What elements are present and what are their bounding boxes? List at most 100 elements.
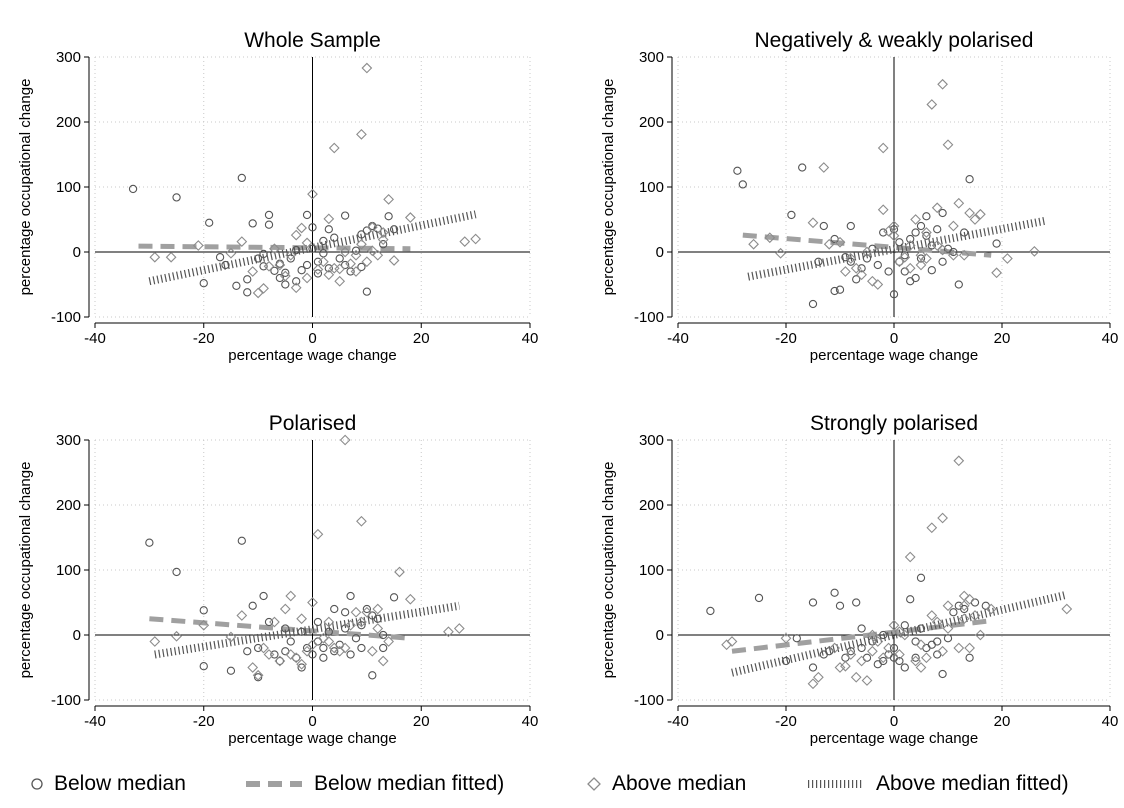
below-median-point bbox=[814, 257, 823, 266]
y-tick-label: 300 bbox=[56, 432, 81, 449]
y-tick-label: 100 bbox=[639, 179, 664, 196]
above-median-point bbox=[383, 636, 395, 647]
below-median-point bbox=[916, 573, 926, 582]
below-median-point bbox=[362, 287, 372, 296]
below-median-point bbox=[706, 606, 715, 616]
below-median-point bbox=[264, 617, 274, 627]
above-median-point bbox=[958, 600, 970, 612]
above-median-point bbox=[937, 645, 948, 657]
above-median-point bbox=[198, 619, 210, 631]
below-median-point bbox=[302, 643, 312, 653]
below-median-point bbox=[938, 669, 947, 679]
above-median-point bbox=[894, 626, 905, 638]
below-median-point bbox=[292, 277, 301, 286]
below-median-point bbox=[889, 290, 899, 299]
below-median-point bbox=[911, 273, 920, 283]
legend-dotted-line-icon bbox=[808, 780, 862, 788]
x-tick-label: 40 bbox=[1102, 330, 1119, 347]
below-median-point bbox=[270, 266, 279, 275]
above-median-point bbox=[443, 626, 454, 638]
above-median-point bbox=[269, 243, 280, 255]
above-median-point bbox=[872, 279, 884, 290]
above-median-point bbox=[861, 675, 873, 686]
above-median-point bbox=[404, 212, 416, 223]
below-median-point bbox=[852, 275, 861, 284]
x-tick-label: 20 bbox=[413, 713, 430, 730]
below-median-point bbox=[286, 254, 295, 263]
below-median-point bbox=[205, 218, 214, 227]
above-median-point bbox=[867, 645, 878, 657]
above-median-point bbox=[899, 251, 911, 263]
below-median-point bbox=[237, 536, 246, 545]
y-axis-label: percentage occupational change bbox=[600, 462, 617, 679]
above-median-point bbox=[171, 630, 182, 642]
above-median-point bbox=[323, 269, 335, 281]
below-median-fitted-line bbox=[138, 243, 411, 252]
below-median-point bbox=[933, 637, 942, 646]
above-median-point bbox=[991, 267, 1002, 279]
above-median-point bbox=[290, 229, 302, 241]
above-median-point bbox=[856, 655, 867, 667]
y-tick-label: -100 bbox=[51, 309, 81, 326]
x-axis-label: percentage wage change bbox=[228, 730, 396, 747]
below-median-point bbox=[297, 627, 306, 636]
above-median-point bbox=[372, 249, 384, 261]
below-median-point bbox=[281, 280, 290, 289]
below-median-point bbox=[911, 228, 920, 237]
above-median-point bbox=[953, 197, 965, 209]
y-tick-label: 300 bbox=[639, 432, 664, 449]
above-median-point bbox=[356, 515, 367, 527]
above-median-point bbox=[225, 631, 237, 643]
x-tick-label: 40 bbox=[1102, 713, 1119, 730]
below-median-point bbox=[938, 208, 947, 218]
below-median-point bbox=[253, 643, 263, 653]
above-median-point bbox=[377, 227, 389, 238]
above-median-point bbox=[361, 62, 373, 74]
above-median-point bbox=[780, 632, 792, 644]
x-tick-label: -40 bbox=[667, 330, 689, 347]
above-median-point bbox=[192, 240, 204, 251]
below-median-point bbox=[319, 236, 328, 246]
below-median-point bbox=[275, 259, 285, 268]
below-median-point bbox=[281, 647, 290, 656]
above-median-point bbox=[840, 660, 851, 672]
above-median-point bbox=[969, 610, 981, 621]
above-median-point bbox=[915, 259, 927, 271]
below-median-point bbox=[873, 660, 882, 669]
above-median-fitted-line bbox=[154, 601, 460, 659]
below-median-point bbox=[324, 225, 333, 234]
above-median-point bbox=[953, 455, 965, 467]
below-median-point bbox=[215, 253, 225, 262]
above-median-point bbox=[926, 99, 938, 110]
below-median-point bbox=[852, 598, 861, 607]
below-median-point bbox=[384, 212, 393, 221]
above-median-point bbox=[856, 269, 867, 281]
above-median-point bbox=[975, 629, 986, 641]
below-median-point bbox=[733, 166, 742, 175]
above-median-point bbox=[236, 610, 248, 621]
above-median-point bbox=[845, 253, 857, 264]
above-median-point bbox=[910, 655, 921, 667]
above-median-point bbox=[377, 655, 389, 667]
x-tick-label: 0 bbox=[890, 330, 898, 347]
below-median-point bbox=[357, 621, 366, 630]
y-tick-label: 200 bbox=[639, 497, 664, 514]
below-median-point bbox=[253, 254, 263, 263]
below-median-point bbox=[846, 257, 855, 266]
below-median-point bbox=[927, 266, 936, 275]
below-median-point bbox=[911, 637, 920, 646]
above-median-point bbox=[453, 623, 465, 634]
above-median-point bbox=[356, 616, 367, 628]
above-median-point bbox=[910, 214, 921, 225]
above-median-point bbox=[942, 139, 954, 151]
above-median-point bbox=[301, 237, 313, 249]
above-median-point bbox=[937, 78, 948, 90]
above-median-point bbox=[921, 253, 932, 264]
below-median-point bbox=[264, 210, 274, 220]
below-median-point bbox=[927, 241, 936, 250]
above-median-point bbox=[350, 249, 362, 261]
above-median-point bbox=[317, 256, 329, 268]
chart-title: Whole Sample bbox=[244, 29, 381, 52]
above-median-point bbox=[334, 263, 346, 275]
below-median-point bbox=[313, 637, 323, 646]
